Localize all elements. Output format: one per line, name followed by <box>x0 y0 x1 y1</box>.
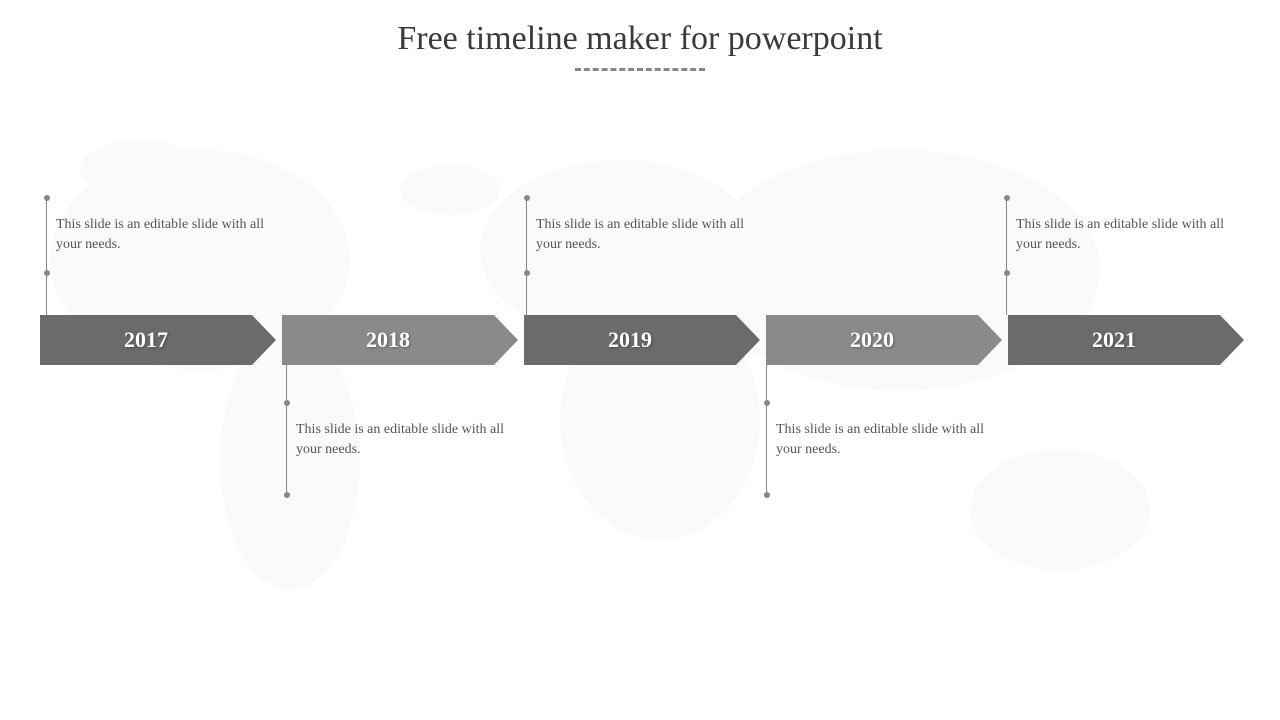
callout-text-2018: This slide is an editable slide with all… <box>296 420 506 459</box>
connector-dot <box>44 195 50 201</box>
arrow-body: 2020 <box>766 315 978 365</box>
title-underline <box>575 68 705 71</box>
arrow-body: 2017 <box>40 315 252 365</box>
connector-dot <box>764 492 770 498</box>
timeline-arrow-2018: 2018 <box>282 315 514 365</box>
slide-title: Free timeline maker for powerpoint <box>0 20 1280 58</box>
timeline-arrow-2017: 2017 <box>40 315 272 365</box>
timeline-arrow-2020: 2020 <box>766 315 998 365</box>
callout-text-2019: This slide is an editable slide with all… <box>536 215 746 254</box>
connector-line <box>1006 200 1007 315</box>
connector-dot <box>764 400 770 406</box>
arrow-head <box>736 315 760 365</box>
connector-dot <box>284 400 290 406</box>
arrow-head <box>978 315 1002 365</box>
connector-dot <box>44 270 50 276</box>
arrow-head <box>1220 315 1244 365</box>
connector-dot <box>524 195 530 201</box>
callout-text-2017: This slide is an editable slide with all… <box>56 215 266 254</box>
arrow-body: 2021 <box>1008 315 1220 365</box>
arrow-head <box>252 315 276 365</box>
connector-dot <box>1004 270 1010 276</box>
callout-text-2021: This slide is an editable slide with all… <box>1016 215 1226 254</box>
timeline-row: 2017 2018 2019 2020 2021 <box>40 315 1240 365</box>
connector-line <box>286 365 287 495</box>
arrow-body: 2018 <box>282 315 494 365</box>
connector-dot <box>1004 195 1010 201</box>
arrow-body: 2019 <box>524 315 736 365</box>
connector-line <box>766 365 767 495</box>
connector-dot <box>524 270 530 276</box>
timeline-arrow-2019: 2019 <box>524 315 756 365</box>
callout-text-2020: This slide is an editable slide with all… <box>776 420 986 459</box>
world-map-bg <box>0 80 1280 680</box>
timeline-arrow-2021: 2021 <box>1008 315 1240 365</box>
connector-line <box>526 200 527 315</box>
arrow-head <box>494 315 518 365</box>
connector-dot <box>284 492 290 498</box>
connector-line <box>46 200 47 315</box>
